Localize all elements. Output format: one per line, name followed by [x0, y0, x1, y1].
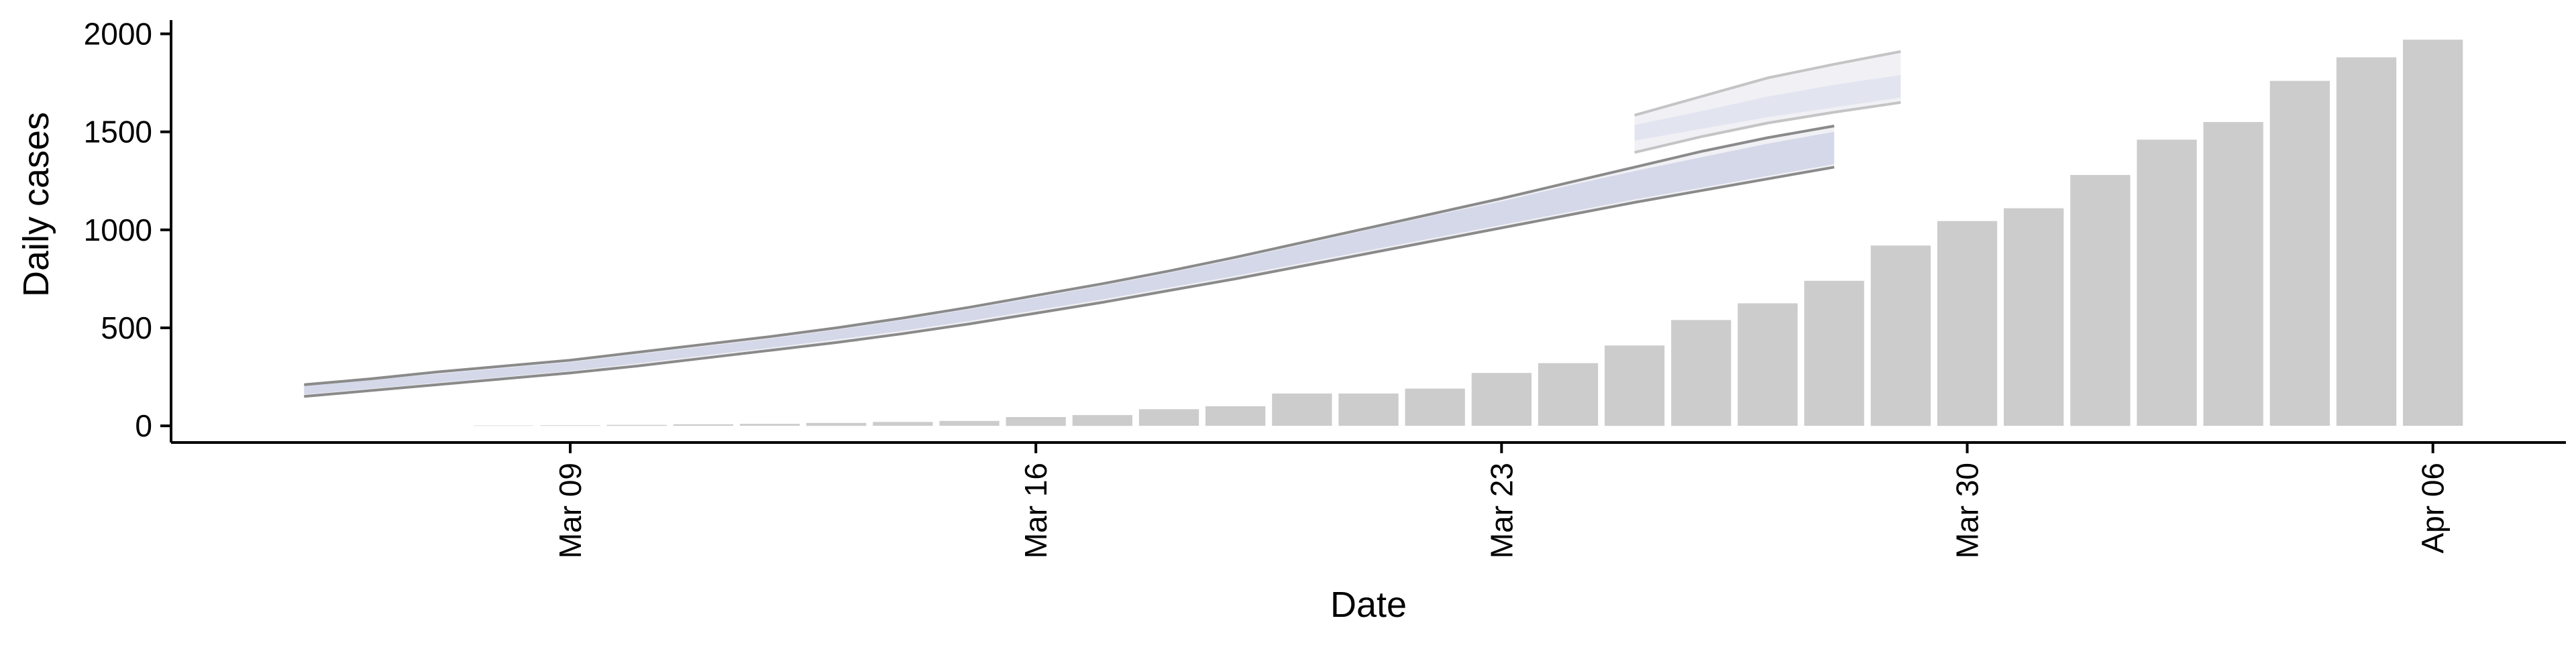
- bar: [1870, 245, 1931, 426]
- y-tick-label: 1500: [84, 115, 152, 150]
- y-tick-label: 1000: [84, 213, 152, 247]
- bar: [2269, 80, 2330, 426]
- bar: [1006, 417, 1066, 426]
- x-tick-label: Mar 16: [1018, 463, 1053, 558]
- bar: [1272, 393, 1332, 426]
- x-tick-label: Apr 06: [2416, 463, 2451, 554]
- bar: [1538, 363, 1599, 426]
- bar: [540, 425, 600, 426]
- y-tick-label: 2000: [84, 16, 152, 51]
- bar: [1804, 280, 1864, 426]
- bar: [2137, 139, 2197, 426]
- bar: [1405, 388, 1465, 426]
- bar: [1737, 303, 1798, 426]
- x-tick-label: Mar 09: [553, 463, 588, 558]
- bar: [2403, 40, 2463, 426]
- band-inner-tail: [1634, 74, 1901, 141]
- x-tick-label: Mar 30: [1950, 463, 1985, 558]
- bar: [2004, 208, 2064, 426]
- bar: [673, 424, 733, 426]
- y-axis-title: Daily cases: [16, 112, 56, 297]
- band-lower-line: [304, 166, 1835, 398]
- bar: [739, 424, 800, 426]
- projection-bands: [304, 50, 1901, 398]
- bar: [1138, 409, 1199, 426]
- bar: [1671, 320, 1731, 426]
- x-ticks: Mar 09 Mar 16 Mar 23 Mar 30 Apr 06: [553, 443, 2451, 558]
- bar: [2203, 122, 2263, 426]
- bar: [939, 420, 1000, 426]
- bar: [1471, 373, 1532, 426]
- bars-layer: [474, 40, 2463, 426]
- bar: [806, 422, 867, 426]
- x-axis-title: Date: [1330, 585, 1407, 625]
- y-tick-label: 0: [135, 408, 152, 443]
- y-tick-label: 500: [101, 310, 152, 345]
- bar: [1072, 415, 1132, 426]
- band-lower-tail-line: [1634, 101, 1901, 154]
- bar: [606, 424, 667, 426]
- bar: [873, 422, 933, 426]
- bar: [1605, 345, 1665, 426]
- bar: [1937, 221, 1998, 426]
- x-tick-label: Mar 23: [1484, 463, 1519, 558]
- y-ticks: 0 500 1000 1500 2000: [84, 16, 171, 443]
- bar: [1205, 406, 1266, 426]
- band-upper-tail-line: [1634, 50, 1901, 117]
- bar: [1338, 393, 1399, 426]
- bar: [2336, 57, 2397, 426]
- axes: 0 500 1000 1500 2000 Mar 09 Mar 16 Mar 23 Mar 3…: [84, 16, 2566, 558]
- band-upper-line: [304, 124, 1835, 386]
- bar: [2070, 175, 2131, 426]
